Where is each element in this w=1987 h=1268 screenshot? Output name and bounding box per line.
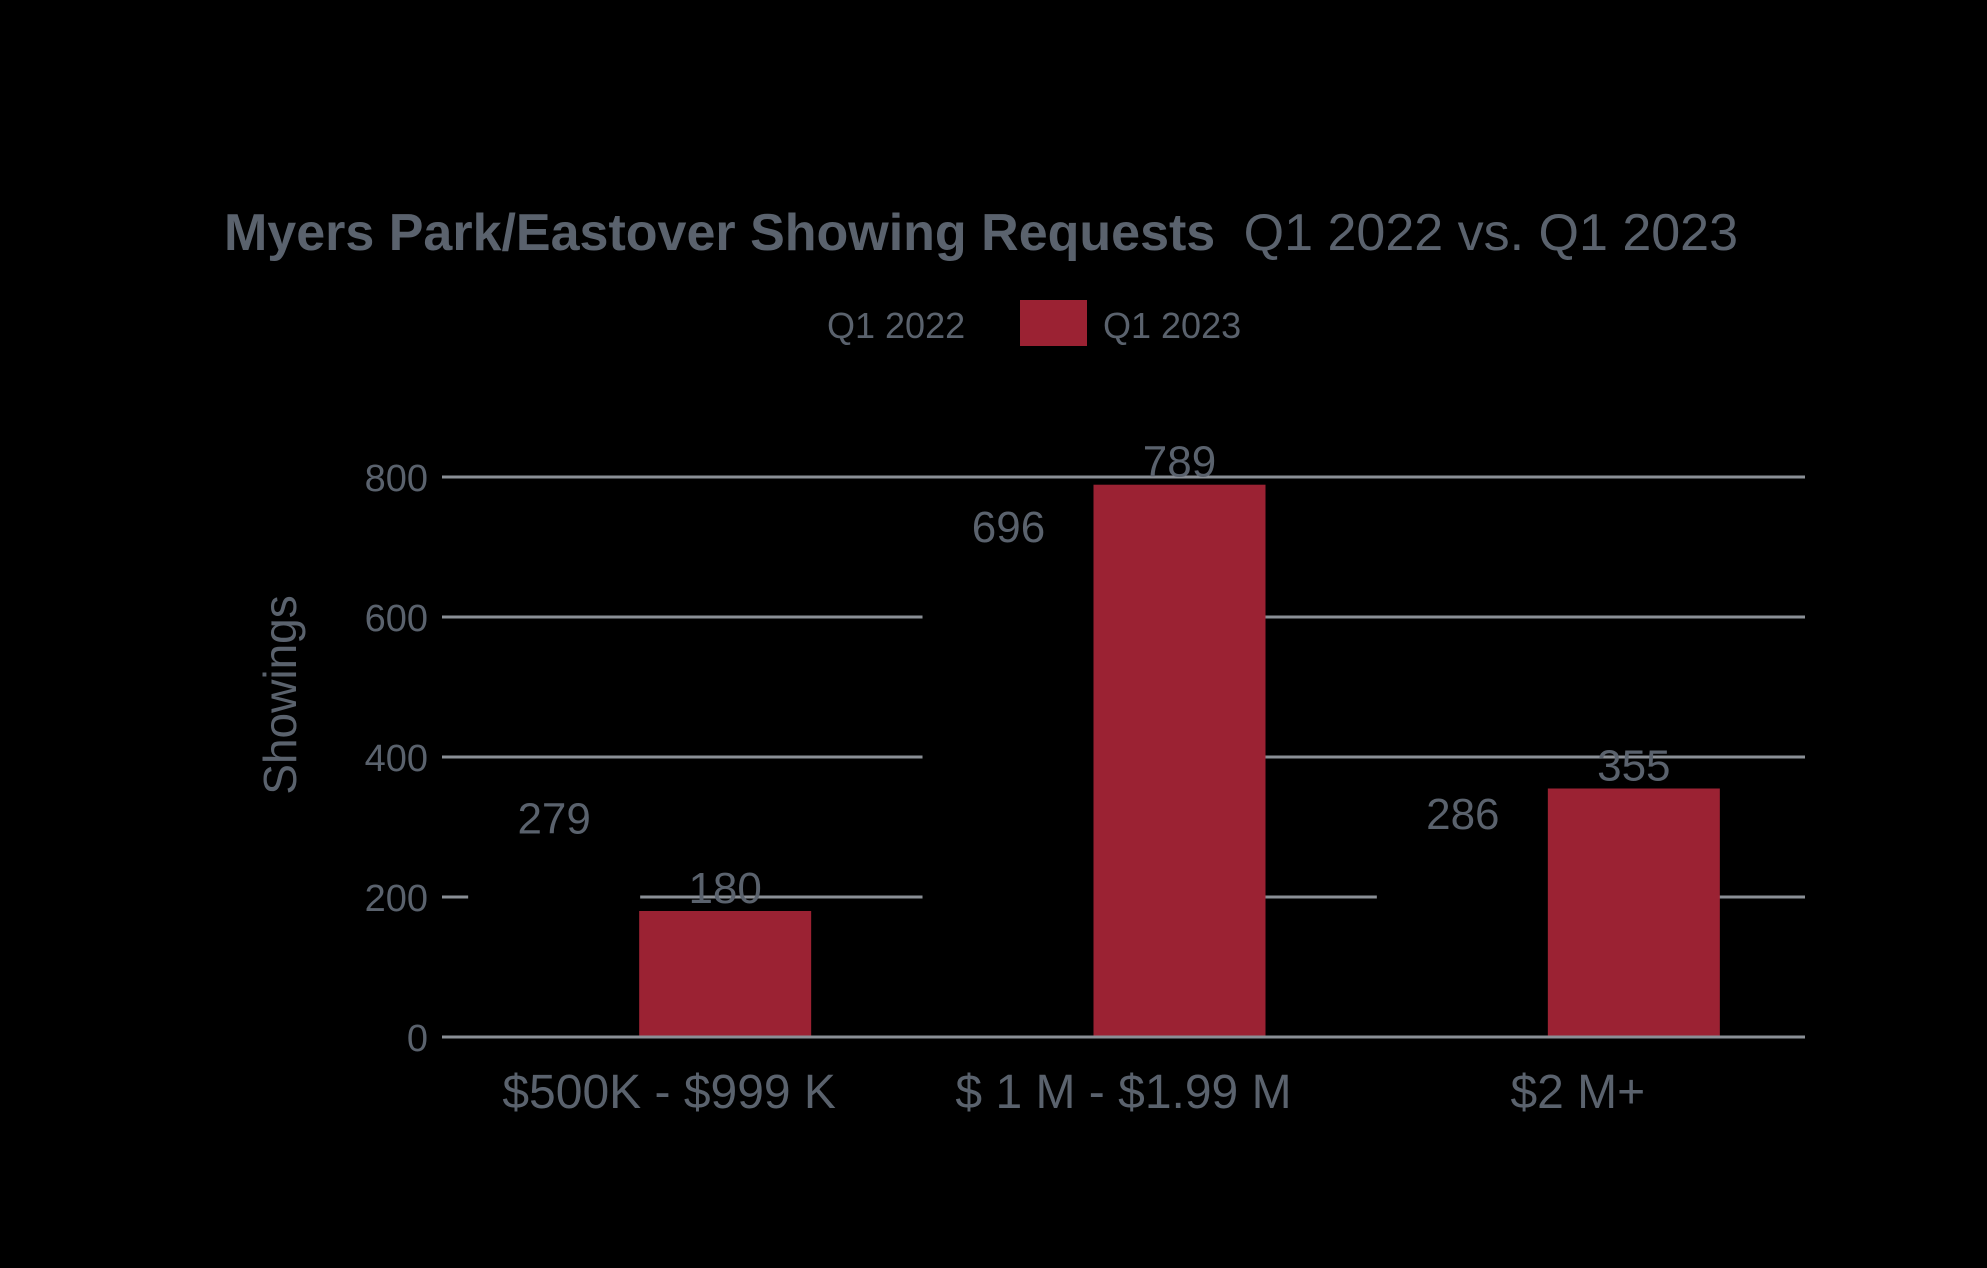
bar-q1-2022 xyxy=(1376,836,1549,1037)
y-axis-label: Showings xyxy=(254,595,306,794)
y-tick-label: 400 xyxy=(365,738,428,780)
legend-swatch xyxy=(1020,300,1087,346)
chart-title: Myers Park/Eastover Showing Requests Q1 … xyxy=(224,204,1738,262)
bars xyxy=(442,484,1805,1039)
x-tick-label: $ 1 M - $1.99 M xyxy=(955,1066,1291,1119)
x-tick-label: $2 M+ xyxy=(1510,1066,1645,1119)
bar-q1-2022 xyxy=(922,549,1095,1037)
chart-title-sub: Q1 2022 vs. Q1 2023 xyxy=(1244,204,1738,262)
data-label: 696 xyxy=(972,503,1045,552)
x-tick-label: $500K - $999 K xyxy=(502,1066,836,1119)
data-label: 789 xyxy=(1143,438,1216,487)
data-label: 180 xyxy=(688,864,761,913)
y-tick-label: 600 xyxy=(365,598,428,640)
y-tick-label: 200 xyxy=(365,878,428,920)
y-tick-label: 0 xyxy=(407,1018,428,1060)
legend: Q1 2022 Q1 2023 xyxy=(760,300,1241,346)
data-label: 279 xyxy=(517,795,590,844)
bar-q1-2023 xyxy=(1093,484,1266,1037)
legend-swatch xyxy=(760,300,827,346)
x-axis-ticks: $500K - $999 K $ 1 M - $1.99 M $2 M+ xyxy=(502,1066,1645,1119)
value-labels: 279 180 696 789 286 355 xyxy=(517,438,1670,913)
chart-title-main: Myers Park/Eastover Showing Requests xyxy=(224,204,1215,262)
y-axis-ticks: 0 200 400 600 800 xyxy=(365,458,428,1060)
y-tick-label: 800 xyxy=(365,458,428,500)
bar-q1-2023 xyxy=(1547,788,1720,1037)
data-label: 286 xyxy=(1426,790,1499,839)
bar-q1-2022 xyxy=(468,841,641,1037)
legend-label: Q1 2023 xyxy=(1103,305,1241,346)
legend-label: Q1 2022 xyxy=(827,305,965,346)
bar-q1-2023 xyxy=(639,911,812,1037)
data-label: 355 xyxy=(1597,742,1670,791)
